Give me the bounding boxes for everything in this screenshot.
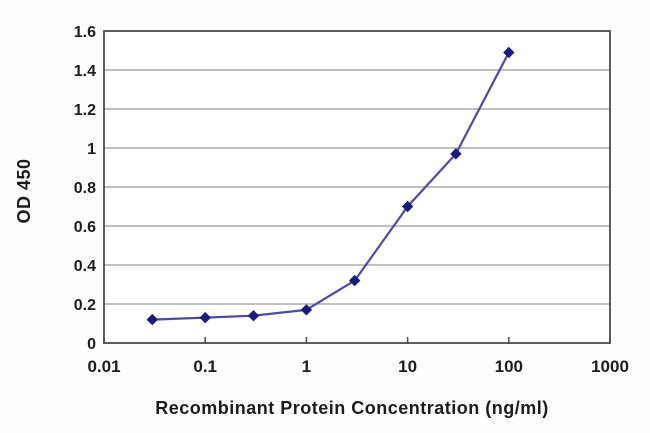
y-tick-label: 1.6	[74, 24, 96, 41]
y-tick-label: 0.6	[74, 219, 96, 236]
plot-border	[103, 30, 611, 344]
data-point-marker	[199, 311, 211, 324]
data-point-marker	[401, 200, 414, 213]
x-axis-title: Recombinant Protein Concentration (ng/ml…	[155, 398, 549, 418]
data-point-marker	[503, 46, 515, 59]
x-tick-label: 0.1	[193, 357, 217, 376]
x-tick-label: 100	[495, 357, 523, 376]
data-point-marker	[146, 313, 158, 326]
y-tick-label: 0	[87, 336, 96, 353]
data-point-marker	[348, 274, 361, 287]
y-tick-label: 1.2	[74, 102, 96, 119]
y-tick-label: 1.4	[74, 63, 96, 80]
y-axis-title: OD 450	[14, 158, 34, 223]
x-tick-label: 0.01	[87, 357, 120, 376]
y-tick-label: 0.2	[74, 297, 96, 314]
x-tick-label: 1000	[591, 357, 629, 376]
data-point-marker	[450, 148, 462, 160]
y-tick-label: 0.4	[74, 258, 96, 275]
data-point-marker	[300, 304, 313, 316]
x-tick-label: 10	[398, 357, 417, 376]
x-tick-label: 1	[302, 357, 311, 376]
series-line	[152, 51, 510, 321]
y-tick-label: 1	[87, 141, 96, 158]
y-tick-label: 0.8	[74, 180, 96, 197]
data-point-marker	[247, 309, 260, 322]
